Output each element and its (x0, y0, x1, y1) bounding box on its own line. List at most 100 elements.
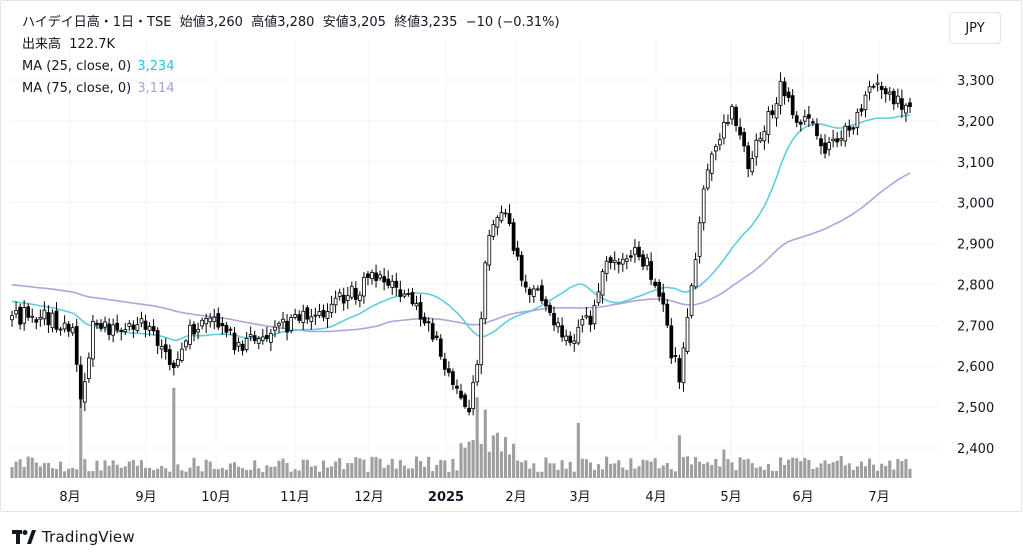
candle-body (70, 327, 75, 334)
candle-body (143, 320, 148, 330)
brand-logo[interactable]: TradingView (12, 528, 135, 546)
volume-bar (220, 467, 224, 478)
candle (588, 310, 593, 332)
volume-bar (148, 467, 152, 478)
candle (867, 80, 872, 101)
volume-bar (71, 467, 75, 478)
candle-body (568, 335, 573, 343)
candle-body (341, 294, 346, 304)
candle-body (159, 345, 164, 350)
candle (382, 267, 387, 291)
candle-body (855, 111, 860, 128)
candle-body (256, 338, 261, 344)
candle (430, 318, 435, 343)
volume-bar (289, 471, 293, 478)
currency-button[interactable]: JPY (949, 12, 1001, 44)
candle-body (196, 329, 200, 333)
volume-bar (774, 470, 779, 478)
volume-bar (609, 463, 613, 478)
candle (576, 319, 581, 346)
candle-body (835, 138, 840, 143)
candle-body (54, 310, 59, 330)
candle-body (337, 292, 342, 297)
volume-bar (135, 465, 139, 478)
candle-body (665, 303, 670, 326)
candle-body (430, 323, 435, 340)
volume-bar (811, 468, 815, 478)
candle (774, 97, 779, 127)
volume-bar (823, 460, 827, 478)
candle (827, 137, 831, 156)
volume-bar (702, 463, 706, 478)
candle-body (163, 344, 168, 353)
candle (564, 329, 569, 346)
candle (483, 260, 488, 325)
volume-bar (386, 464, 390, 478)
candle (879, 81, 884, 99)
volume-bar (87, 471, 91, 478)
candle (677, 354, 682, 389)
volume-bar (346, 463, 350, 478)
x-tick-label: 11月 (280, 490, 310, 505)
candle-body (78, 364, 83, 400)
candle-body (386, 278, 391, 286)
volume-bars (10, 383, 912, 478)
volume-bar (896, 458, 900, 478)
candle (875, 74, 880, 92)
candle-body (891, 90, 896, 105)
candle (87, 352, 91, 383)
candle (111, 318, 115, 343)
x-tick-label: 7月 (868, 490, 889, 505)
candle (188, 319, 192, 350)
ma75-path (11, 172, 911, 333)
candle-body (224, 325, 229, 333)
candle (200, 317, 204, 330)
candle (831, 129, 835, 148)
candle-body (180, 348, 184, 361)
volume-bar (698, 461, 702, 478)
candle (131, 320, 136, 339)
volume-bar (738, 457, 742, 478)
ma25-value: 3,234 (137, 59, 175, 74)
y-tick-label: 2,700 (957, 319, 994, 334)
candle (887, 87, 892, 101)
volume-bar (588, 462, 592, 478)
price-chart[interactable]: 2,400 2,500 2,600 2,700 2,800 2,900 3,000 3,100… (0, 0, 1024, 512)
x-tick-label: 9月 (135, 490, 156, 505)
volume-bar (839, 456, 843, 478)
x-tick-label: 12月 (354, 490, 384, 505)
volume-bar (637, 466, 641, 478)
candle (451, 368, 455, 390)
candle-body (709, 153, 714, 174)
ma75-legend[interactable]: MA (75, close, 0) 3,114 (22, 80, 175, 98)
volume-bar (164, 468, 168, 478)
candle (531, 285, 536, 303)
ma25-legend[interactable]: MA (25, close, 0) 3,234 (22, 58, 175, 76)
chart-frame (0, 0, 1022, 512)
volume-value: 122.7K (69, 37, 116, 52)
volume-bar (156, 468, 160, 478)
volume-bar (410, 468, 414, 478)
candle (147, 322, 152, 337)
candle (281, 311, 285, 329)
candle (657, 279, 662, 302)
candle-body (277, 323, 281, 327)
candle (163, 337, 168, 360)
high-label: 高値 (251, 15, 278, 30)
candle (851, 125, 856, 135)
volume-bar (362, 459, 366, 478)
ma25-label: MA (25, close, 0) (22, 59, 132, 74)
volume-bar (855, 466, 859, 478)
candle-body (87, 357, 91, 380)
candle-body (802, 116, 807, 122)
candle (196, 322, 200, 340)
candle-body (669, 325, 674, 359)
candle (649, 252, 653, 285)
volume-bar (503, 437, 508, 478)
candle (758, 131, 763, 144)
candle-body (734, 106, 738, 126)
candle (883, 86, 888, 103)
candle (612, 251, 617, 271)
volume-bar (734, 470, 738, 478)
candle-body (774, 103, 779, 119)
